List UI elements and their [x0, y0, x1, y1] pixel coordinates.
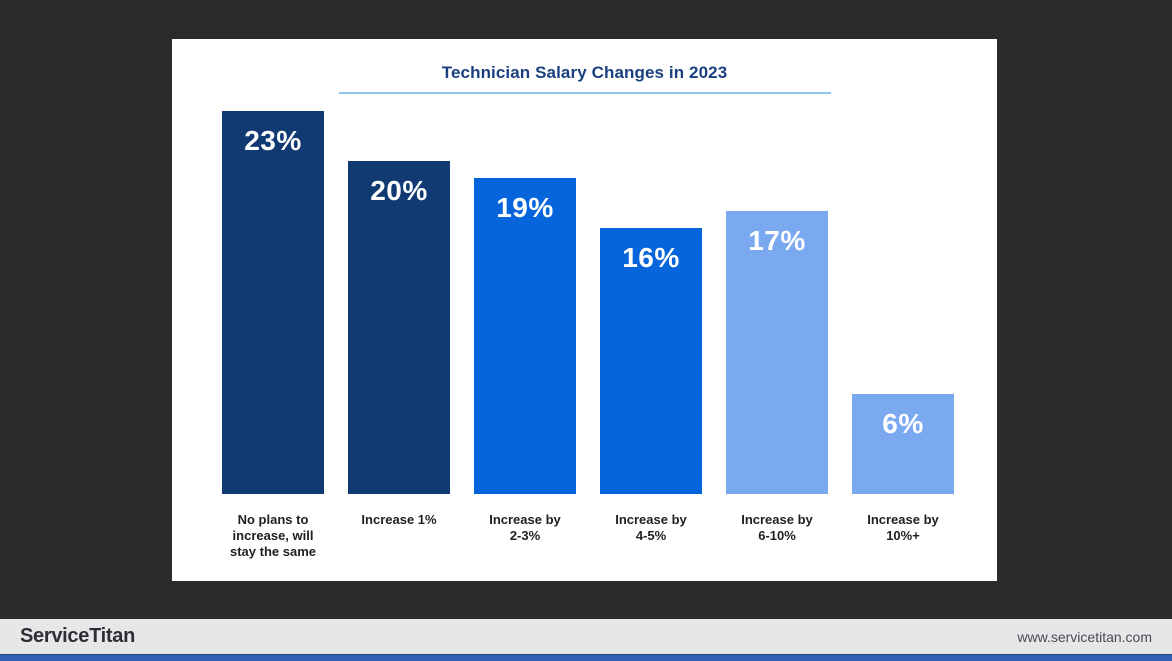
title-underline — [338, 92, 831, 94]
bar-1: 20% — [348, 161, 450, 494]
chart-card: Technician Salary Changes in 2023 23% 20%… — [172, 39, 997, 581]
bar-value-label: 6% — [882, 408, 924, 439]
bar-5: 6% — [852, 394, 954, 494]
bar-4: 17% — [726, 211, 828, 494]
chart-title: Technician Salary Changes in 2023 — [441, 63, 728, 82]
bar-0: 23% — [222, 111, 324, 494]
bar-value-label: 23% — [244, 125, 302, 156]
category-label: Increase 1% — [361, 512, 437, 527]
bar-2: 19% — [474, 178, 576, 494]
bars-area: 23% 20% 19% 16% 17% 6% — [222, 111, 954, 494]
category-label: Increase by 6-10% — [741, 512, 813, 543]
category-label: No plans to increase, will stay the same — [230, 512, 316, 559]
category-label: Increase by 4-5% — [615, 512, 687, 543]
category-label: Increase by 2-3% — [489, 512, 561, 543]
bar-3: 16% — [600, 228, 702, 494]
servicetitan-logo: ServiceTitan — [20, 625, 135, 647]
category-labels-row: No plans to increase, will stay the same… — [222, 512, 954, 560]
bar-value-label: 17% — [748, 225, 806, 256]
bar-value-label: 16% — [622, 242, 680, 273]
footer-url: www.servicetitan.com — [1017, 628, 1152, 645]
category-label: Increase by 10%+ — [867, 512, 939, 543]
bar-value-label: 20% — [370, 175, 428, 206]
bar-value-label: 19% — [496, 192, 554, 223]
footer-bar: ServiceTitan www.servicetitan.com — [0, 619, 1172, 654]
footer-accent-strip — [0, 654, 1172, 661]
